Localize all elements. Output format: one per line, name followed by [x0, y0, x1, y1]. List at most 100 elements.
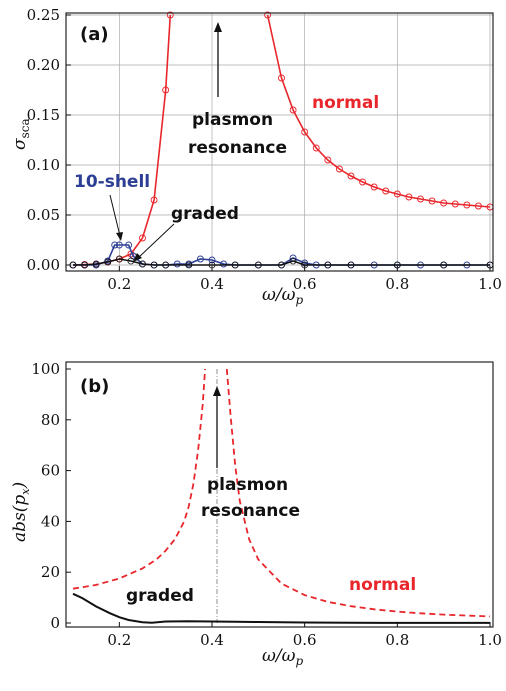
- panel-a-10shell-label: 10-shell: [74, 172, 150, 192]
- series-normal-point: [335, 165, 343, 173]
- panel-a-ticks: 0.2 0.4 0.6 0.8 1.0 0.00 0.05 0.10 0.15 0.20 0.25: [27, 6, 502, 293]
- panel-b-ytick-label: 80: [41, 411, 60, 429]
- panel-b-resonance-label: resonance: [201, 501, 300, 521]
- panel-a-plasmon-label: plasmon: [192, 110, 273, 130]
- series-graded-point: [278, 261, 285, 269]
- series-normal-point: [463, 201, 471, 209]
- panel-b-xtick-label: 0.4: [200, 631, 224, 649]
- series-graded-point: [150, 261, 158, 269]
- panel-b-xtick-label: 1.0: [478, 631, 502, 649]
- panel-a-10shell-arrow: [109, 194, 121, 237]
- panel-a-xtick-label: 0.6: [293, 275, 317, 293]
- panel-b-normal-label: normal: [349, 575, 416, 595]
- series-10-shell-point: [125, 241, 133, 249]
- panel-a-graded-arrow: [137, 223, 175, 259]
- panel-a-10shell-arrowhead: [116, 232, 123, 241]
- panel-b-ytick-label: 100: [31, 360, 60, 378]
- panel-a-frame: [65, 12, 494, 272]
- panel-b-xtick-label: 0.2: [107, 631, 131, 649]
- series-10-shell-point: [220, 260, 228, 268]
- panel-b-label: (b): [80, 376, 109, 397]
- series-normal-point: [451, 200, 459, 208]
- panel-a-xtick-label: 0.2: [107, 275, 131, 293]
- panel-a-xtick-label: 0.8: [385, 275, 409, 293]
- panel-a-xtick-label: 1.0: [478, 275, 502, 293]
- series-10-shell-point: [115, 241, 123, 249]
- series-normal-point: [440, 199, 448, 207]
- series-normal-line: [72, 14, 172, 266]
- panel-b-xtick-label: 0.8: [385, 631, 409, 649]
- series-graded-point: [139, 260, 146, 268]
- series-normal-point: [139, 234, 146, 242]
- panel-b-graded-label: graded: [126, 586, 194, 606]
- panel-a-resonance-label: resonance: [188, 138, 287, 158]
- series-graded-point: [81, 261, 88, 269]
- panel-a-graded-arrowhead: [133, 253, 142, 262]
- series-normal-point: [162, 86, 170, 94]
- series-graded-point: [289, 257, 297, 265]
- panel-b-ytick-label: 20: [41, 563, 60, 581]
- panel-a-ylabel: σsca: [10, 118, 32, 150]
- series-graded-point: [185, 261, 193, 269]
- series-graded-point: [254, 261, 262, 269]
- series-10-shell-point: [111, 241, 119, 249]
- series-10-shell-point: [173, 260, 181, 268]
- series-normal-point: [278, 74, 285, 82]
- panel-a-ytick-label: 0.05: [27, 206, 60, 224]
- panel-b-xlabel: ω/ωp: [262, 646, 303, 668]
- series-normal-point: [370, 183, 378, 191]
- panel-a: 0.2 0.4 0.6 0.8 1.00.000.050.100.150.200.25 …: [10, 6, 502, 307]
- panel-a-ytick-label: 0.20: [27, 56, 60, 74]
- series-normal-point: [417, 195, 424, 203]
- panel-b-ytick-label: 0: [50, 614, 60, 632]
- series-10-shell-point: [196, 255, 204, 263]
- series-graded-line: [72, 592, 490, 624]
- panel-b-plasmon-label: plasmon: [207, 475, 288, 495]
- series-graded-point: [92, 260, 100, 268]
- panel-b-ytick-label: 40: [41, 512, 60, 530]
- panel-b-frame: [65, 361, 494, 628]
- panel-a-graded-label: graded: [171, 204, 239, 224]
- series-normal-point: [301, 128, 309, 136]
- series-normal-point: [382, 187, 390, 195]
- panel-a-ytick-label: 0.10: [27, 156, 60, 174]
- panel-a-label: (a): [80, 24, 109, 45]
- series-normal-point: [428, 197, 436, 205]
- series-normal-point: [324, 156, 332, 164]
- panel-a-resonance-arrowhead: [214, 22, 222, 32]
- series-normal-point: [166, 11, 174, 19]
- panel-a-ytick-label: 0.00: [27, 256, 60, 274]
- series-normal-dashed-line: [225, 368, 491, 618]
- series-normal-point: [359, 178, 367, 186]
- series-graded-point: [231, 261, 239, 269]
- series-10-shell-point: [208, 256, 216, 264]
- panel-a-series: [69, 11, 494, 269]
- series-normal-point: [289, 106, 297, 114]
- panel-a-ytick-label: 0.25: [27, 6, 60, 24]
- series-graded-point: [440, 261, 448, 269]
- series-normal-point: [347, 172, 355, 180]
- series-normal-dashed-line: [72, 368, 206, 590]
- series-graded-point: [104, 258, 112, 266]
- panel-a-ytick-label: 0.15: [27, 106, 60, 124]
- series-normal-point: [264, 11, 272, 19]
- series-normal-point: [405, 193, 413, 201]
- panel-b-xtick-label: 0.6: [293, 631, 317, 649]
- panel-a-xlabel: ω/ωp: [262, 285, 303, 307]
- panel-a-xtick-label: 0.4: [200, 275, 224, 293]
- series-graded-line: [73, 258, 490, 266]
- panel-b-series: [72, 368, 491, 624]
- series-normal-point: [393, 190, 401, 198]
- series-graded-point: [324, 261, 332, 269]
- series-normal-point: [150, 196, 158, 204]
- series-graded-point: [347, 261, 355, 269]
- panel-b-ticks: 0.2 0.4 0.6 0.8 1.0 0 20 40 60 80 100: [31, 360, 502, 649]
- series-graded-point: [162, 261, 170, 269]
- panel-b-ytick-label: 60: [41, 462, 60, 480]
- panel-b-ylabel: abs(px): [10, 482, 32, 542]
- series-normal-point: [312, 144, 320, 152]
- panel-a-normal-label: normal: [312, 93, 379, 113]
- panel-b-resonance-arrowhead: [213, 386, 221, 396]
